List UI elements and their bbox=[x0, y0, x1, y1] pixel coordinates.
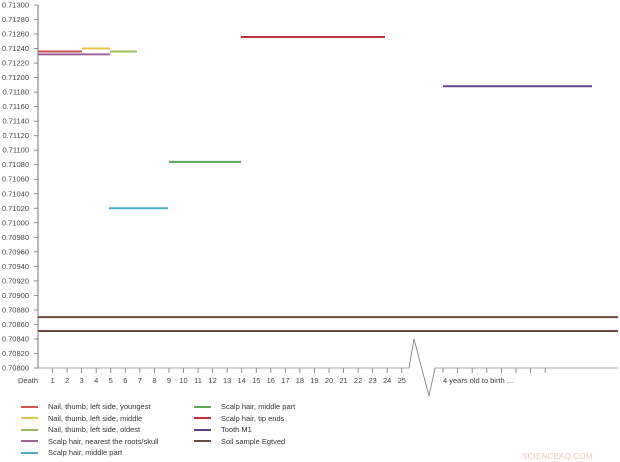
x-tick-label: 13 bbox=[223, 376, 231, 385]
x-tick-label: 25 bbox=[398, 376, 406, 385]
y-tick-label: 0.70900 bbox=[2, 291, 29, 300]
x-tick-label: 21 bbox=[339, 376, 347, 385]
x-tick-label: 16 bbox=[267, 376, 275, 385]
x-tick-label: 18 bbox=[296, 376, 304, 385]
y-tick-label: 0.70880 bbox=[2, 305, 29, 314]
legend-swatch bbox=[21, 451, 38, 454]
data-series bbox=[38, 35, 618, 332]
legend-swatch bbox=[194, 428, 211, 431]
y-axis: 0.71300 0.71280 0.71260 0.71240 0.71220 0.712… bbox=[2, 1, 39, 373]
y-tick-label: 0.71180 bbox=[2, 88, 29, 97]
y-tick-label: 0.71280 bbox=[2, 15, 29, 24]
x-tick-label: 6 bbox=[123, 376, 127, 385]
x-tick-label: 19 bbox=[310, 376, 318, 385]
y-tick-label: 0.71220 bbox=[2, 59, 29, 68]
y-tick-label: 0.70840 bbox=[2, 334, 29, 343]
y-tick-label: 0.71080 bbox=[2, 160, 29, 169]
legend-swatch bbox=[194, 417, 211, 420]
axis-break-icon bbox=[408, 338, 436, 397]
x-tick-label: Death bbox=[18, 376, 38, 385]
legend-swatch bbox=[21, 405, 38, 408]
x-tick-label: 8 bbox=[152, 376, 156, 385]
legend-label: Scalp hair, middle part bbox=[48, 448, 123, 458]
y-tick-label: 0.71200 bbox=[2, 73, 29, 82]
legend-label: Nail, thumb, left side, middle bbox=[48, 413, 143, 423]
legend-item: Nail, thumb, left side, middle bbox=[21, 413, 158, 425]
legend-swatch bbox=[194, 405, 211, 408]
y-tick-label: 0.71060 bbox=[2, 175, 29, 184]
watermark: SCIENCEAQ.COM bbox=[522, 452, 593, 461]
legend-label: Nail, thumb, left side, youngest bbox=[48, 402, 151, 412]
legend-swatch bbox=[21, 417, 38, 420]
x-tick-label: 14 bbox=[238, 376, 246, 385]
x-tick-label: 20 bbox=[325, 376, 333, 385]
legend-label: Scalp hair, nearest the roots/skull bbox=[48, 436, 159, 446]
legend-swatch bbox=[21, 440, 38, 443]
legend-label: Soil sample Egtved bbox=[221, 436, 286, 446]
legend-item: Soil sample Egtved bbox=[194, 436, 295, 448]
x-tick-label: 10 bbox=[179, 376, 187, 385]
legend-item: Tooth M1 bbox=[194, 424, 295, 436]
x-tick-label: 12 bbox=[208, 376, 216, 385]
y-tick-label: 0.70920 bbox=[2, 276, 29, 285]
legend-swatch bbox=[194, 440, 211, 443]
x-tick-label: 24 bbox=[383, 376, 391, 385]
legend-label: Tooth M1 bbox=[221, 425, 252, 435]
legend-item: Scalp hair, tip ends bbox=[194, 413, 295, 425]
x-tick-label: 7 bbox=[138, 376, 142, 385]
y-tick-label: 0.70980 bbox=[2, 233, 29, 242]
y-tick-label: 0.70960 bbox=[2, 247, 29, 256]
x-tick-label: 3 bbox=[80, 376, 84, 385]
y-tick-label: 0.71140 bbox=[2, 117, 29, 126]
x-tick-label: 4 bbox=[94, 376, 98, 385]
legend-right: Scalp hair, middle part Scalp hair, tip … bbox=[194, 401, 295, 447]
legend-item: Scalp hair, middle part bbox=[21, 447, 158, 459]
y-tick-label: 0.71300 bbox=[2, 1, 29, 10]
y-tick-label: 0.71260 bbox=[2, 30, 29, 39]
y-tick-label: 0.71000 bbox=[2, 218, 29, 227]
legend-swatch bbox=[21, 428, 38, 431]
legend-item: Nail, thumb, left side, oldest bbox=[21, 424, 158, 436]
y-tick-label: 0.70820 bbox=[2, 349, 29, 358]
x-tick-label: 17 bbox=[281, 376, 289, 385]
y-tick-label: 0.71160 bbox=[2, 102, 29, 111]
x-tick-label: 9 bbox=[167, 376, 171, 385]
x-tick-label: 1 bbox=[50, 376, 54, 385]
x-tick-label: 23 bbox=[368, 376, 376, 385]
y-tick-label: 0.71100 bbox=[2, 146, 29, 155]
x-tick-label: 22 bbox=[354, 376, 362, 385]
y-tick-label: 0.71120 bbox=[2, 131, 29, 140]
y-tick-label: 0.71040 bbox=[2, 189, 29, 198]
x-tick-label: 15 bbox=[252, 376, 260, 385]
legend-label: Nail, thumb, left side, oldest bbox=[48, 425, 141, 435]
legend-label: Scalp hair, middle part bbox=[221, 402, 296, 412]
x-tick-label: 2 bbox=[65, 376, 69, 385]
x-tick-label: 11 bbox=[194, 376, 202, 385]
x-axis: Death 1 2 3 4 5 6 7 8 9 10 11 12 13 14 15 16 17 18 19 20 21 22… bbox=[18, 338, 618, 397]
legend-left: Nail, thumb, left side, youngest Nail, t… bbox=[21, 401, 158, 459]
y-tick-label: 0.70800 bbox=[2, 364, 29, 373]
x-tick-label: 5 bbox=[109, 376, 113, 385]
legend-item: Nail, thumb, left side, youngest bbox=[21, 401, 158, 413]
legend-label: Scalp hair, tip ends bbox=[221, 413, 285, 423]
legend-item: Scalp hair, middle part bbox=[194, 401, 295, 413]
x-break-label: 4 years old to birth ... bbox=[443, 376, 513, 385]
y-tick-label: 0.71240 bbox=[2, 44, 29, 53]
y-tick-label: 0.70940 bbox=[2, 262, 29, 271]
y-tick-label: 0.71020 bbox=[2, 204, 29, 213]
y-tick-label: 0.70860 bbox=[2, 320, 29, 329]
legend-item: Scalp hair, nearest the roots/skull bbox=[21, 436, 158, 448]
